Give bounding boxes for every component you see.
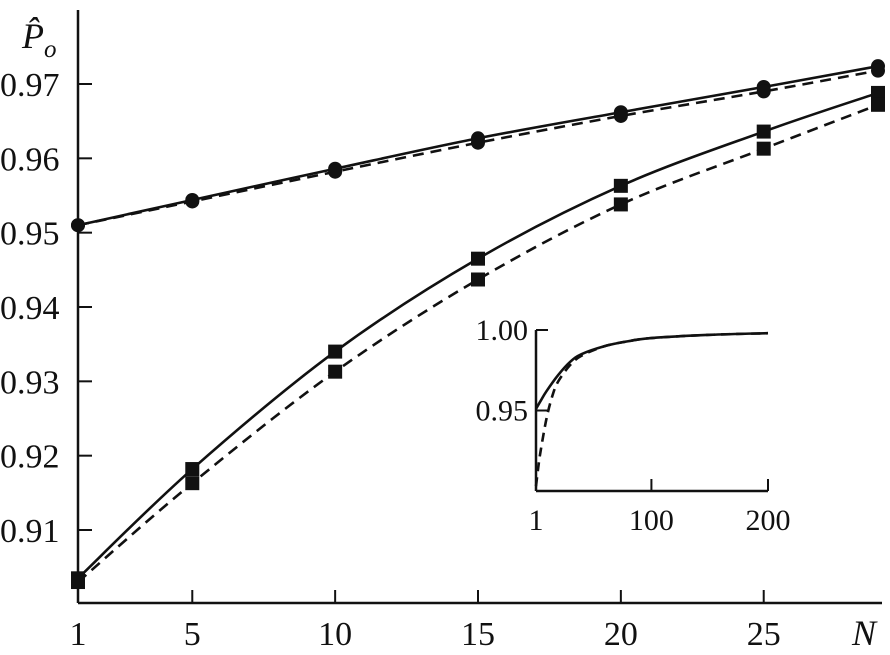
y-tick-label: 0.97 [0, 67, 60, 104]
x-tick-label: 15 [461, 616, 495, 653]
square-marker [871, 85, 885, 100]
x-tick-label: 25 [747, 616, 781, 653]
y-axis-label: P̂o [21, 16, 57, 63]
y-tick-label: 0.96 [0, 141, 60, 178]
main-series [71, 59, 885, 590]
circle-marker [871, 63, 885, 78]
square-marker [185, 462, 200, 477]
square-marker [71, 575, 85, 590]
x-tick-label: 1 [70, 616, 87, 653]
square-marker [328, 344, 343, 359]
circle-marker [328, 164, 343, 179]
y-tick-label: 0.92 [0, 439, 60, 476]
inset-x-tick-label: 200 [746, 504, 791, 537]
square-marker [328, 364, 343, 379]
circle-marker [185, 194, 200, 209]
inset-ticks: 0.95 1.00 1 100 200 [476, 314, 791, 537]
x-axis-label: N [851, 613, 878, 653]
square-marker [871, 97, 885, 112]
inset-x-tick-label: 1 [529, 504, 544, 537]
circle-marker [71, 218, 85, 233]
x-tick-label: 10 [318, 616, 352, 653]
circle-marker [613, 108, 628, 123]
x-tick-label: 5 [184, 616, 201, 653]
inset-series-line-dashed [534, 331, 769, 487]
inset-series-line-solid [534, 331, 769, 410]
square-marker [471, 272, 485, 287]
square-marker [756, 124, 771, 139]
circle-marker [471, 135, 485, 150]
y-tick-label: 0.91 [0, 513, 60, 550]
inset-chart: 0.95 1.00 1 100 200 [476, 314, 791, 537]
square-marker [471, 251, 485, 266]
circle-marker [756, 84, 771, 99]
y-tick-label: 0.93 [0, 364, 60, 401]
y-tick-label: 0.94 [0, 290, 60, 327]
square-marker [613, 178, 628, 193]
square-marker [756, 141, 771, 156]
inset-y-tick-label: 1.00 [476, 314, 529, 347]
y-tick-label: 0.95 [0, 216, 60, 253]
main-ticks: 0.910.920.930.940.950.960.971 5 10 15 20 25 [0, 67, 781, 653]
x-tick-label: 20 [604, 616, 638, 653]
inset-y-tick-label: 0.95 [476, 395, 529, 428]
square-marker [185, 476, 200, 491]
square-marker [613, 197, 628, 212]
inset-x-tick-label: 100 [629, 504, 674, 537]
inset-series [534, 331, 769, 487]
